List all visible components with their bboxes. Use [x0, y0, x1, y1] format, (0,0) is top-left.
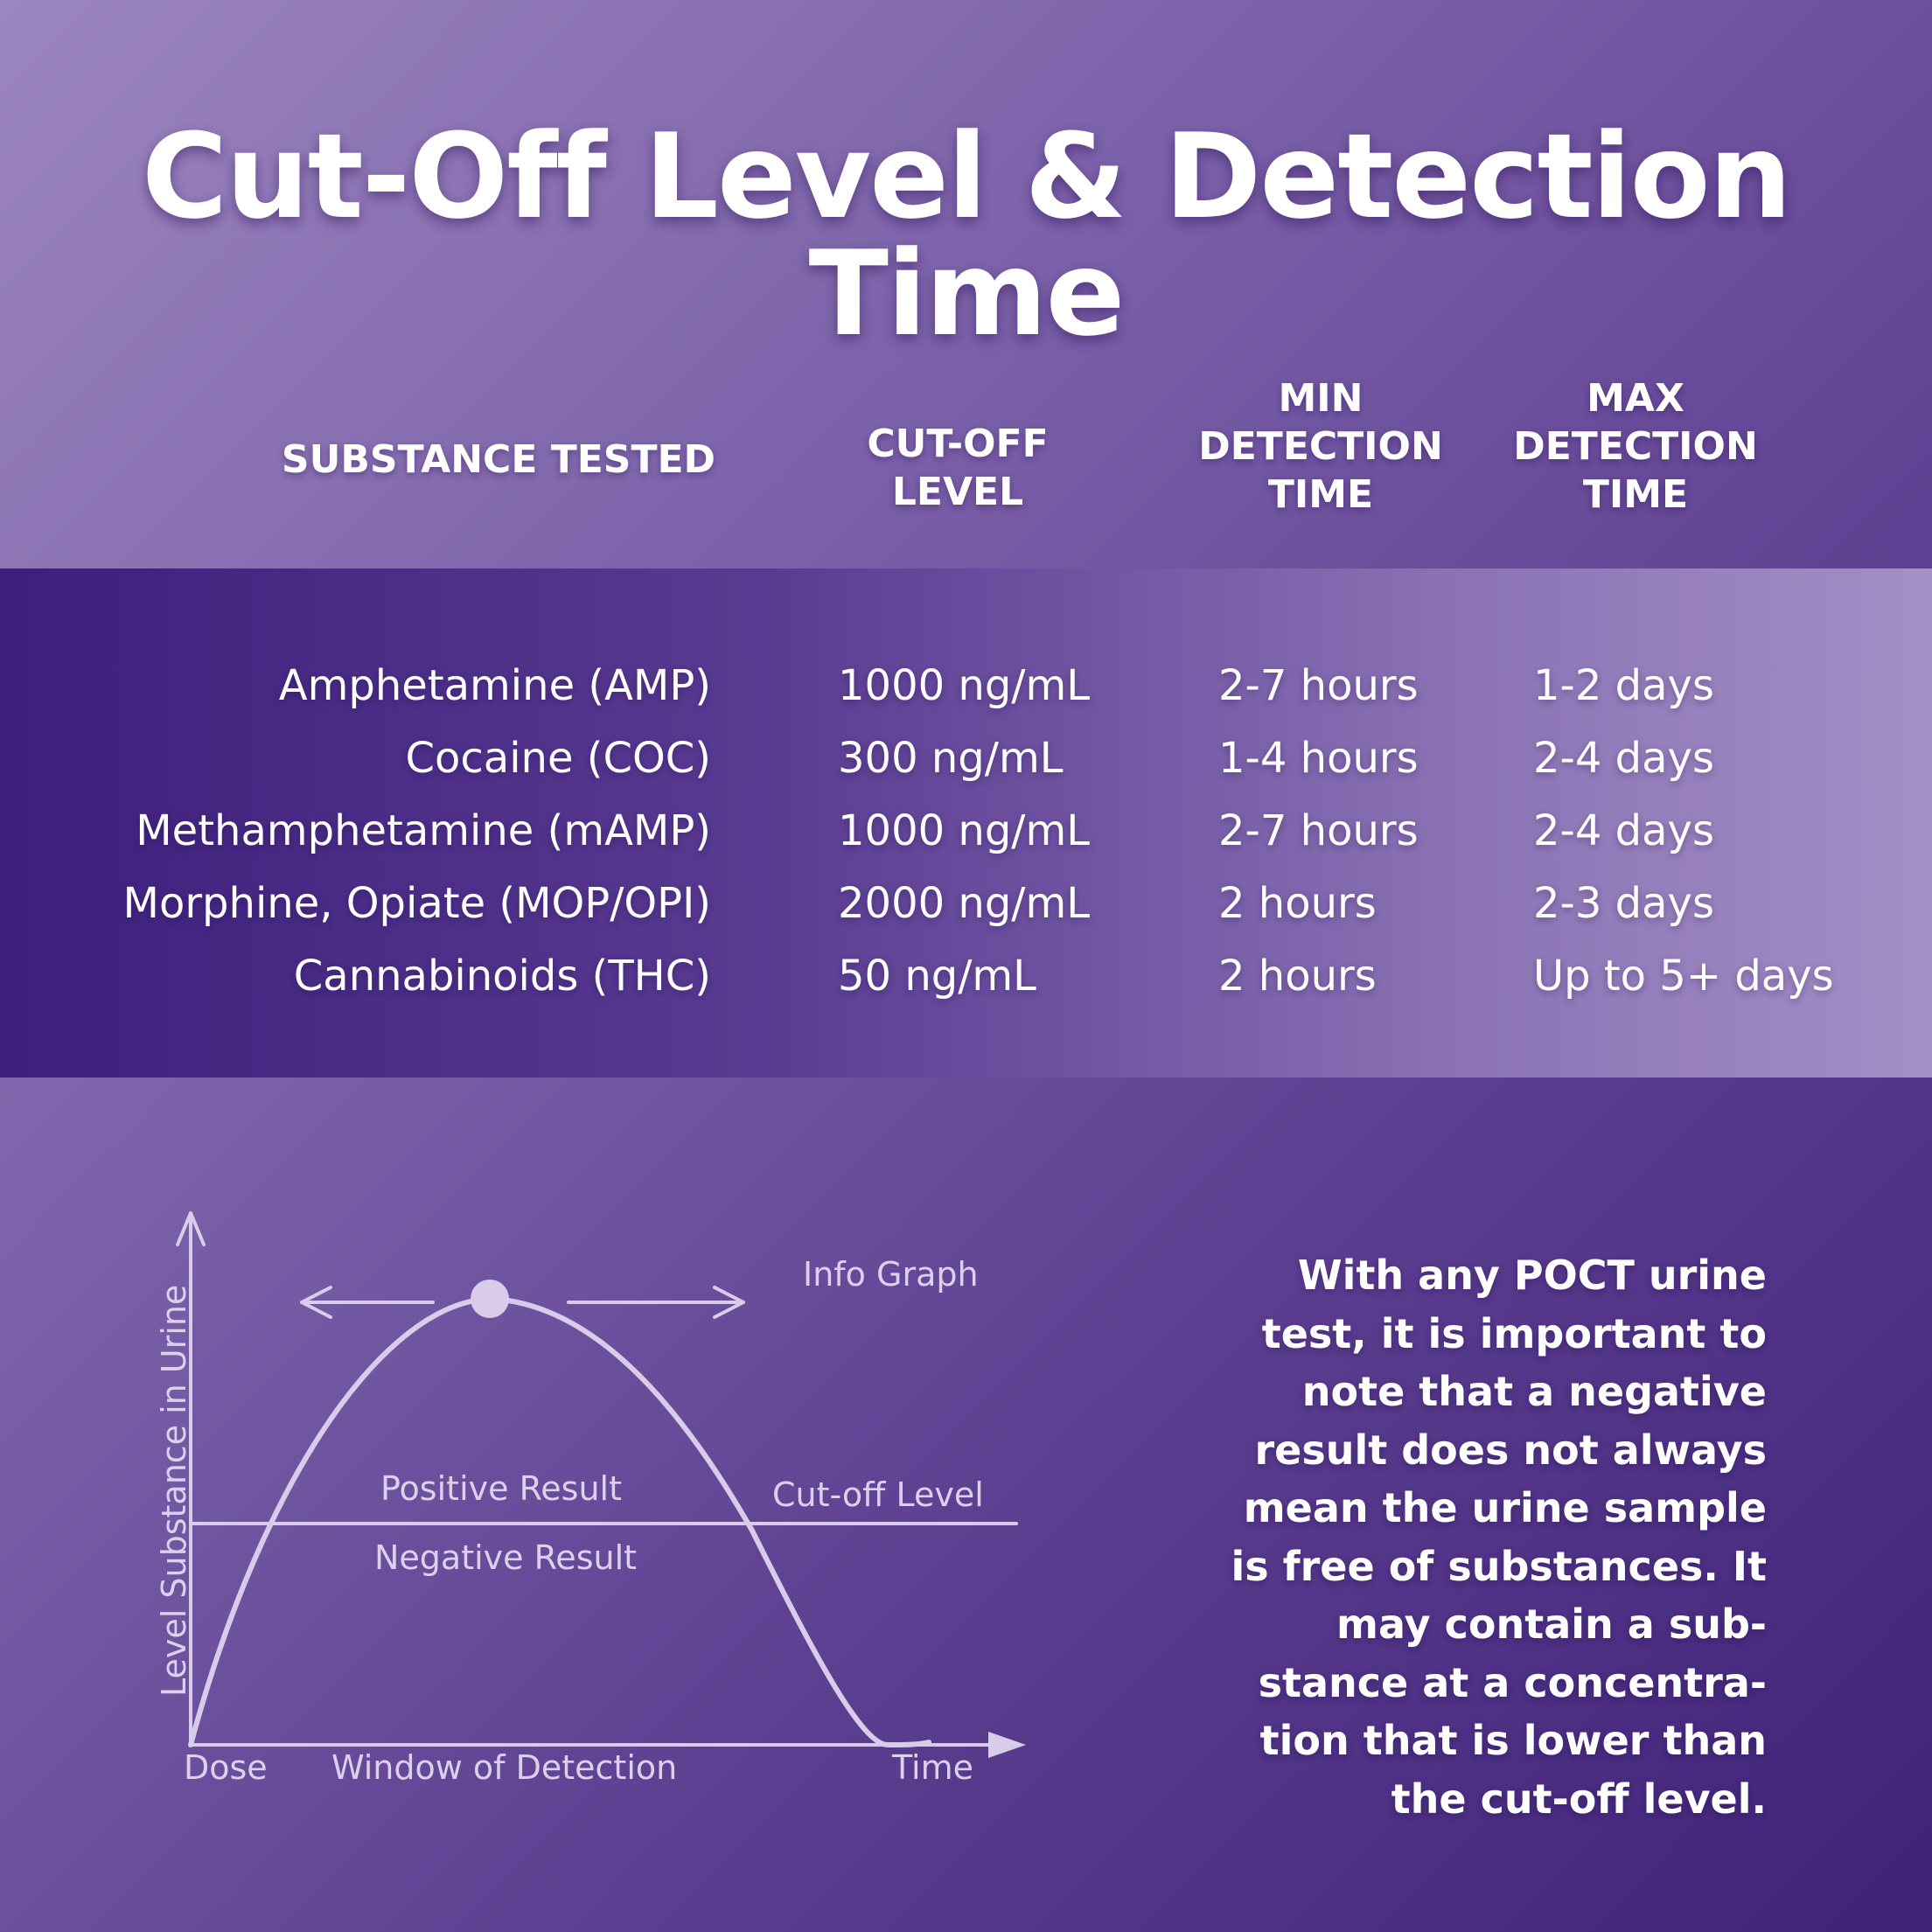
- info-graph-svg: [176, 1211, 1026, 1758]
- table-row: Amphetamine (AMP) 1000 ng/mL 2-7 hours 1…: [0, 650, 1932, 722]
- note-line: mean the urine sample: [1243, 1484, 1767, 1531]
- cell-max-detection: Up to 5+ days: [1533, 952, 1834, 1001]
- cell-cutoff: 300 ng/mL: [838, 734, 1064, 783]
- peak-marker: [471, 1280, 509, 1318]
- y-axis-label: Level Substance in Urine: [155, 1284, 193, 1697]
- detection-info-graph: Info Graph Positive Result Cut-off Level…: [0, 1163, 1093, 1863]
- concentration-curve: [188, 1296, 931, 1747]
- cell-substance: Morphine, Opiate (MOP/OPI): [122, 879, 711, 928]
- y-axis-arrowhead: [176, 1211, 206, 1246]
- cell-max-detection: 2-4 days: [1533, 734, 1714, 783]
- cell-cutoff: 50 ng/mL: [838, 952, 1036, 1001]
- note-line: may contain a sub-: [1336, 1601, 1767, 1648]
- cell-min-detection: 1-4 hours: [1218, 734, 1419, 783]
- note-line: test, it is important to: [1261, 1309, 1767, 1357]
- x-axis-arrowhead: [988, 1732, 1026, 1758]
- cell-min-detection: 2 hours: [1218, 879, 1377, 928]
- cell-cutoff: 1000 ng/mL: [838, 806, 1090, 855]
- note-line: result does not always: [1254, 1426, 1767, 1474]
- right-arrowhead-icon: [713, 1286, 745, 1319]
- cell-min-detection: 2-7 hours: [1218, 806, 1419, 855]
- header-cutoff-line: LEVEL: [891, 470, 1024, 514]
- note-line: tion that is lower than: [1259, 1717, 1767, 1764]
- dose-label: Dose: [184, 1748, 268, 1787]
- note-line: stance at a concentra-: [1258, 1658, 1767, 1706]
- header-min-line: TIME: [1267, 472, 1374, 517]
- header-max-line: TIME: [1582, 472, 1689, 517]
- cell-substance: Cannabinoids (THC): [293, 952, 711, 1001]
- header-min-line: MIN: [1278, 376, 1364, 421]
- cell-substance: Methamphetamine (mAMP): [136, 806, 711, 855]
- cutoff-level-label: Cut-off Level: [772, 1475, 984, 1514]
- note-line: note that a negative: [1301, 1368, 1767, 1415]
- cell-cutoff: 2000 ng/mL: [838, 879, 1090, 928]
- cell-max-detection: 2-4 days: [1533, 806, 1714, 855]
- header-cutoff: CUT-OFF LEVEL: [827, 420, 1089, 516]
- window-of-detection-label: Window of Detection: [331, 1748, 678, 1787]
- negative-result-label: Negative Result: [374, 1538, 638, 1577]
- cell-max-detection: 1-2 days: [1533, 661, 1714, 710]
- table-row: Cannabinoids (THC) 50 ng/mL 2 hours Up t…: [0, 940, 1932, 1013]
- table-row: Methamphetamine (mAMP) 1000 ng/mL 2-7 ho…: [0, 795, 1932, 868]
- time-axis-label: Time: [892, 1748, 973, 1787]
- note-line: the cut-off level.: [1391, 1775, 1767, 1823]
- header-cutoff-line: CUT-OFF: [867, 422, 1049, 466]
- cell-substance: Amphetamine (AMP): [278, 661, 711, 710]
- header-min-line: DETECTION: [1198, 424, 1443, 469]
- cell-max-detection: 2-3 days: [1533, 879, 1714, 928]
- cell-cutoff: 1000 ng/mL: [838, 661, 1090, 710]
- page-title: Cut-Off Level & Detection Time: [141, 108, 1792, 362]
- header-min-detection: MIN DETECTION TIME: [1172, 374, 1469, 519]
- note-line: is free of substances. It: [1231, 1542, 1767, 1590]
- table-row: Cocaine (COC) 300 ng/mL 1-4 hours 2-4 da…: [0, 722, 1932, 795]
- positive-result-label: Positive Result: [380, 1469, 622, 1508]
- table-body: Amphetamine (AMP) 1000 ng/mL 2-7 hours 1…: [0, 568, 1932, 1078]
- cell-min-detection: 2 hours: [1218, 952, 1377, 1001]
- header-max-line: DETECTION: [1513, 424, 1758, 469]
- header-substance: SUBSTANCE TESTED: [262, 436, 735, 484]
- explanatory-note: With any POCT urine test, it is importan…: [1207, 1246, 1767, 1828]
- cell-min-detection: 2-7 hours: [1218, 661, 1419, 710]
- table-row: Morphine, Opiate (MOP/OPI) 2000 ng/mL 2 …: [0, 868, 1932, 940]
- header-substance-label: SUBSTANCE TESTED: [281, 437, 716, 482]
- cell-substance: Cocaine (COC): [405, 734, 712, 783]
- header-max-detection: MAX DETECTION TIME: [1500, 374, 1771, 519]
- note-line: With any POCT urine: [1297, 1252, 1767, 1299]
- info-graph-label: Info Graph: [803, 1255, 979, 1294]
- header-max-line: MAX: [1587, 376, 1684, 421]
- left-arrowhead-icon: [300, 1286, 332, 1319]
